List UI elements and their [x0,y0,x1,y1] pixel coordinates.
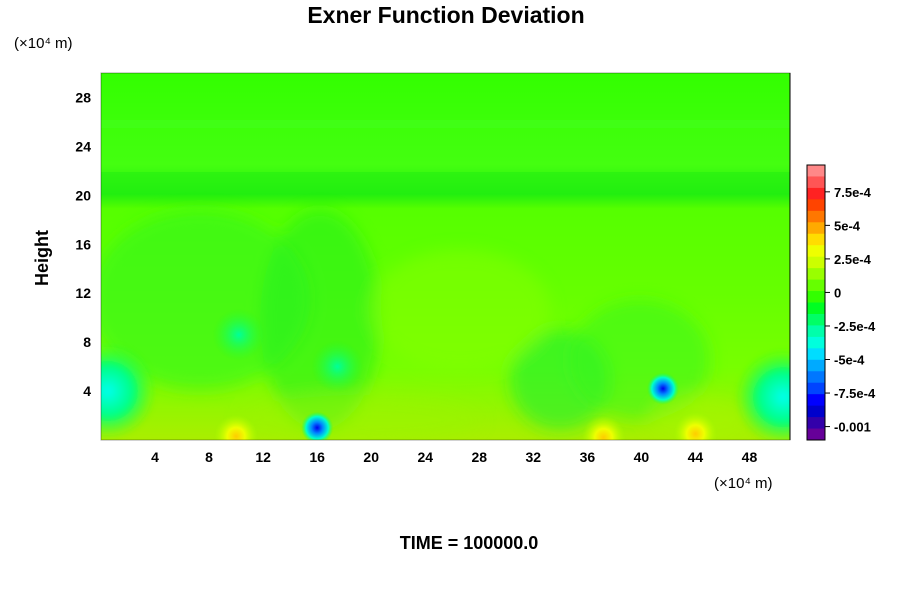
x-tick-label: 12 [255,449,271,465]
x-tick-label: 28 [471,449,487,465]
y-axis-ticks: 4 8 12 16 20 24 28 [75,89,91,399]
field-extremum [212,308,265,361]
y-tick-label: 12 [75,285,91,301]
colorbar-label: -5e-4 [834,353,865,368]
field-extremum [301,411,334,440]
colorbar-label: 7.5e-4 [834,185,872,200]
x-tick-label: 40 [634,449,650,465]
colorbar-band [807,348,825,361]
y-tick-label: 16 [75,236,91,252]
time-label: TIME = 100000.0 [400,533,539,553]
x-tick-label: 44 [688,449,704,465]
field-extremum [647,372,680,405]
field-extremum [735,349,790,440]
colorbar-band [807,405,825,418]
colorbar-band [807,233,825,246]
colorbar: 7.5e-4 5e-4 2.5e-4 0 -2.5e-4 -5e-4 -7.5e-4 -0.0… [806,164,876,441]
colorbar-band [807,428,825,441]
colorbar-band [807,222,825,235]
colorbar-band [807,268,825,281]
colorbar-band [807,394,825,407]
x-tick-label: 24 [417,449,433,465]
y-axis-label: Height [32,230,52,286]
x-tick-label: 36 [580,449,596,465]
chart-title: Exner Function Deviation [307,2,584,28]
y-units-label: (×10⁴ m) [14,35,73,52]
colorbar-band [807,302,825,315]
field-extremum [311,340,364,393]
x-tick-label: 32 [526,449,542,465]
field-extremum [581,415,626,440]
x-tick-label: 48 [742,449,758,465]
colorbar-label: -2.5e-4 [834,319,876,334]
colorbar-band [807,325,825,338]
y-tick-label: 28 [75,89,91,105]
colorbar-band [807,176,825,189]
colorbar-label: 0 [834,285,841,300]
x-tick-label: 4 [151,449,159,465]
data-features [101,308,790,440]
colorbar-label: -7.5e-4 [834,386,876,401]
colorbar-band [807,417,825,430]
colorbar-band [807,359,825,372]
colorbar-band [807,371,825,384]
x-units-label: (×10⁴ m) [714,475,773,492]
field-extremum [214,414,259,440]
colorbar-label: -0.001 [834,420,871,435]
colorbar-band [807,210,825,223]
colorbar-band [807,336,825,349]
colorbar-band [807,187,825,200]
colorbar-band [807,279,825,292]
x-tick-label: 20 [363,449,379,465]
y-tick-label: 20 [75,187,91,203]
colorbar-label: 2.5e-4 [834,252,872,267]
colorbar-band [807,382,825,395]
y-tick-label: 8 [83,334,91,350]
colorbar-band [807,313,825,326]
x-tick-label: 8 [205,449,213,465]
y-tick-label: 24 [75,138,91,154]
x-axis-ticks: 4 8 12 16 20 24 28 32 36 40 44 48 [151,449,757,465]
colorbar-band [807,291,825,303]
colorbar-label: 5e-4 [834,218,861,233]
plot-area [101,73,790,440]
colorbar-band [807,199,825,212]
field-extremum [101,343,156,440]
x-tick-label: 16 [309,449,325,465]
y-tick-label: 4 [83,383,91,399]
colorbar-band [807,245,825,258]
colorbar-band [807,165,825,177]
field-extremum [673,411,718,440]
colorbar-band [807,256,825,269]
